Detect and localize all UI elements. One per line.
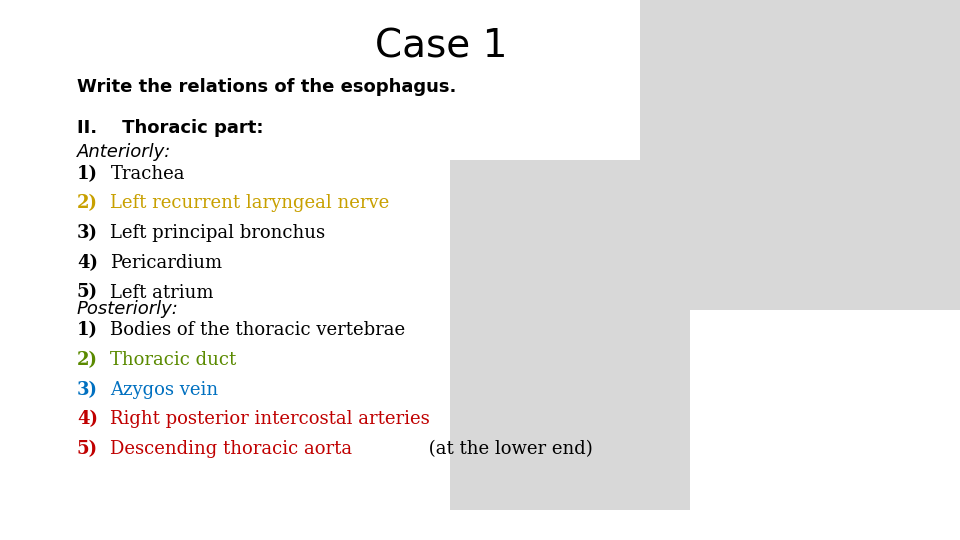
Text: Left recurrent laryngeal nerve: Left recurrent laryngeal nerve: [110, 194, 390, 212]
Text: 4): 4): [77, 254, 98, 272]
Text: 2): 2): [77, 194, 98, 212]
Text: Descending thoracic aorta: Descending thoracic aorta: [110, 440, 352, 458]
Text: 1): 1): [77, 165, 98, 183]
Text: Trachea: Trachea: [110, 165, 185, 183]
Text: 5): 5): [77, 284, 98, 301]
Text: Write the relations of the esophagus.: Write the relations of the esophagus.: [77, 78, 456, 96]
Text: 3): 3): [77, 381, 98, 399]
Text: (at the lower end): (at the lower end): [422, 440, 592, 458]
Text: Pericardium: Pericardium: [110, 254, 223, 272]
Text: Left principal bronchus: Left principal bronchus: [110, 224, 325, 242]
Text: 3): 3): [77, 224, 98, 242]
Text: Left atrium: Left atrium: [110, 284, 214, 301]
Text: Thoracic duct: Thoracic duct: [110, 351, 237, 369]
Text: 5): 5): [77, 440, 98, 458]
Text: 1): 1): [77, 321, 98, 339]
Text: Azygos vein: Azygos vein: [110, 381, 219, 399]
Text: Anteriorly:: Anteriorly:: [77, 143, 171, 161]
FancyBboxPatch shape: [640, 0, 960, 310]
Text: II.    Thoracic part:: II. Thoracic part:: [77, 119, 263, 137]
Text: Case 1: Case 1: [375, 27, 508, 65]
Text: Posteriorly:: Posteriorly:: [77, 300, 179, 318]
Text: 2): 2): [77, 351, 98, 369]
Text: Bodies of the thoracic vertebrae: Bodies of the thoracic vertebrae: [110, 321, 405, 339]
Text: 4): 4): [77, 410, 98, 428]
FancyBboxPatch shape: [450, 160, 690, 510]
Text: Right posterior intercostal arteries: Right posterior intercostal arteries: [110, 410, 430, 428]
